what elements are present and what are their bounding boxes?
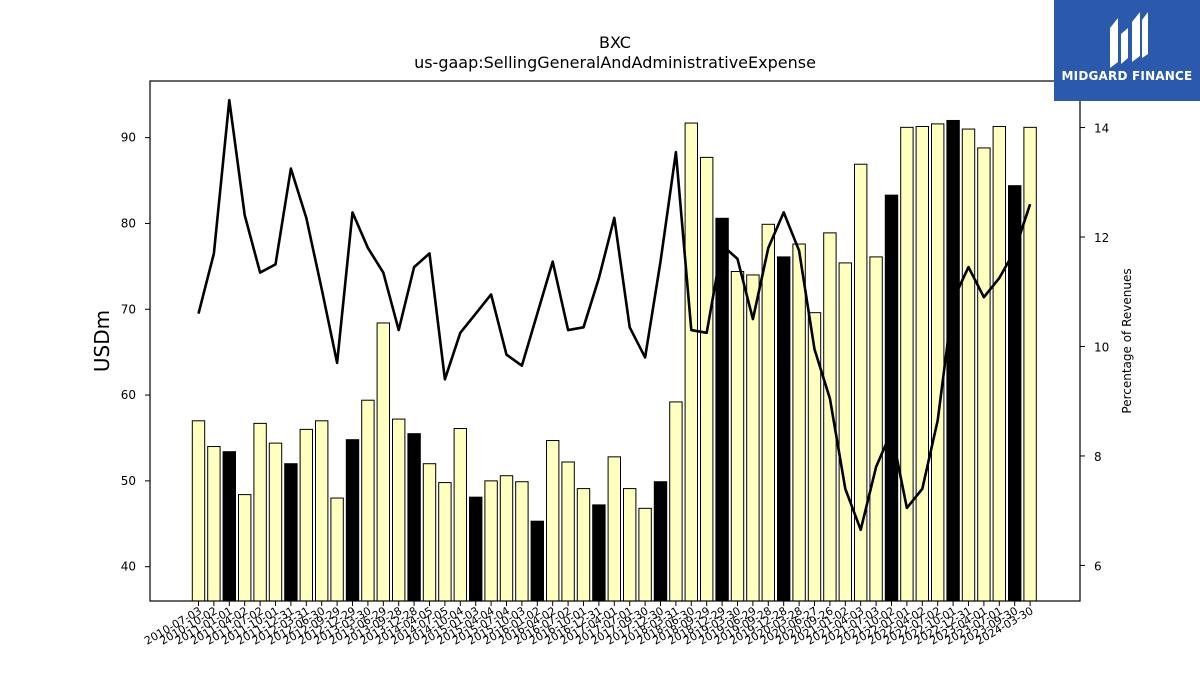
bar-2012-06-30	[315, 420, 329, 602]
bar-2016-10-01	[576, 488, 591, 602]
y-tick-label: 80	[121, 216, 136, 230]
bar-2011-12-31	[284, 463, 298, 602]
y2-tick-label: 6	[1094, 559, 1102, 573]
bar-2013-09-28	[392, 418, 406, 602]
bar-2015-04-04	[484, 480, 498, 602]
bar-2020-06-27	[807, 312, 822, 602]
bar-2021-10-02	[884, 194, 899, 602]
bar-2021-01-02	[838, 262, 852, 602]
bar-2013-03-30	[361, 399, 375, 602]
bar-2019-09-28	[761, 223, 775, 602]
bar-2022-01-01	[900, 126, 914, 602]
bar-2013-06-29	[376, 322, 391, 602]
bar-2017-07-01	[623, 488, 637, 602]
bar-2019-06-29	[746, 274, 760, 602]
y2-tick-label: 8	[1094, 450, 1102, 464]
bar-2014-10-04	[453, 428, 468, 602]
bar-2022-04-02	[915, 125, 929, 602]
bar-2018-03-31	[669, 401, 683, 602]
y-tick-label: 90	[121, 131, 136, 145]
y-tick-label: 40	[121, 560, 136, 574]
bar-2018-06-30	[684, 122, 698, 602]
bar-2022-07-02	[931, 123, 945, 602]
company-logo: MIDGARD FINANCE	[1054, 0, 1200, 101]
line-group	[197, 98, 1032, 532]
y-tick-label: 70	[121, 302, 136, 316]
bar-2023-07-01	[992, 125, 1006, 602]
bar-2021-07-03	[869, 256, 883, 602]
bar-2022-10-01	[946, 119, 960, 602]
bar-2013-12-28	[407, 433, 421, 602]
y-tick-label: 60	[121, 388, 136, 402]
bar-2012-12-29	[345, 439, 360, 602]
bar-2021-04-03	[854, 163, 868, 602]
chart-title: BXC	[599, 33, 631, 52]
bar-2016-07-02	[561, 461, 575, 602]
bar-2015-01-03	[469, 496, 483, 602]
bar-2014-07-05	[438, 482, 452, 602]
y2-tick-label: 12	[1094, 231, 1109, 245]
bar-2018-09-29	[700, 156, 714, 602]
bar-2022-12-31	[961, 128, 976, 602]
bar-2016-01-02	[530, 520, 544, 602]
plot-frame	[149, 80, 1081, 602]
percentage-line	[197, 98, 1032, 532]
y-axis-label: USDm	[90, 310, 114, 372]
bar-2017-09-30	[638, 507, 652, 602]
bar-2012-03-31	[299, 428, 314, 602]
bar-2016-12-31	[592, 504, 606, 602]
bars-group	[191, 119, 1037, 602]
y2-tick-label: 14	[1094, 122, 1109, 136]
chart-subtitle: us-gaap:SellingGeneralAndAdministrativeE…	[414, 53, 816, 72]
bar-2023-04-01	[977, 147, 991, 602]
bar-2024-03-30	[1023, 126, 1037, 602]
bar-2019-03-30	[730, 271, 745, 602]
bar-2017-04-01	[607, 456, 621, 602]
bar-2011-04-02	[238, 494, 252, 602]
bar-2017-12-30	[653, 481, 668, 602]
bar-2015-10-03	[515, 481, 529, 602]
bar-2016-04-02	[546, 440, 560, 602]
bar-2010-10-02	[207, 446, 221, 602]
y2-tick-label: 10	[1094, 340, 1109, 354]
bar-2011-07-02	[253, 422, 267, 602]
y2-axis-label: Percentage of Revenues	[1120, 268, 1134, 413]
bar-2012-09-29	[330, 497, 344, 602]
bar-2014-04-05	[422, 463, 437, 602]
bar-2019-12-28	[777, 256, 791, 602]
bar-2015-07-04	[499, 475, 514, 602]
y-tick-label: 50	[121, 474, 136, 488]
logo-mark-icon	[1110, 12, 1148, 68]
bar-2020-03-28	[792, 243, 806, 602]
logo-text: MIDGARD FINANCE	[1061, 69, 1193, 83]
axes-group: 405060708090681012142010-07-032010-10-02…	[121, 80, 1109, 648]
bar-2010-07-03	[191, 420, 206, 602]
bar-2011-01-01	[222, 451, 237, 602]
bar-2011-10-01	[268, 442, 283, 602]
